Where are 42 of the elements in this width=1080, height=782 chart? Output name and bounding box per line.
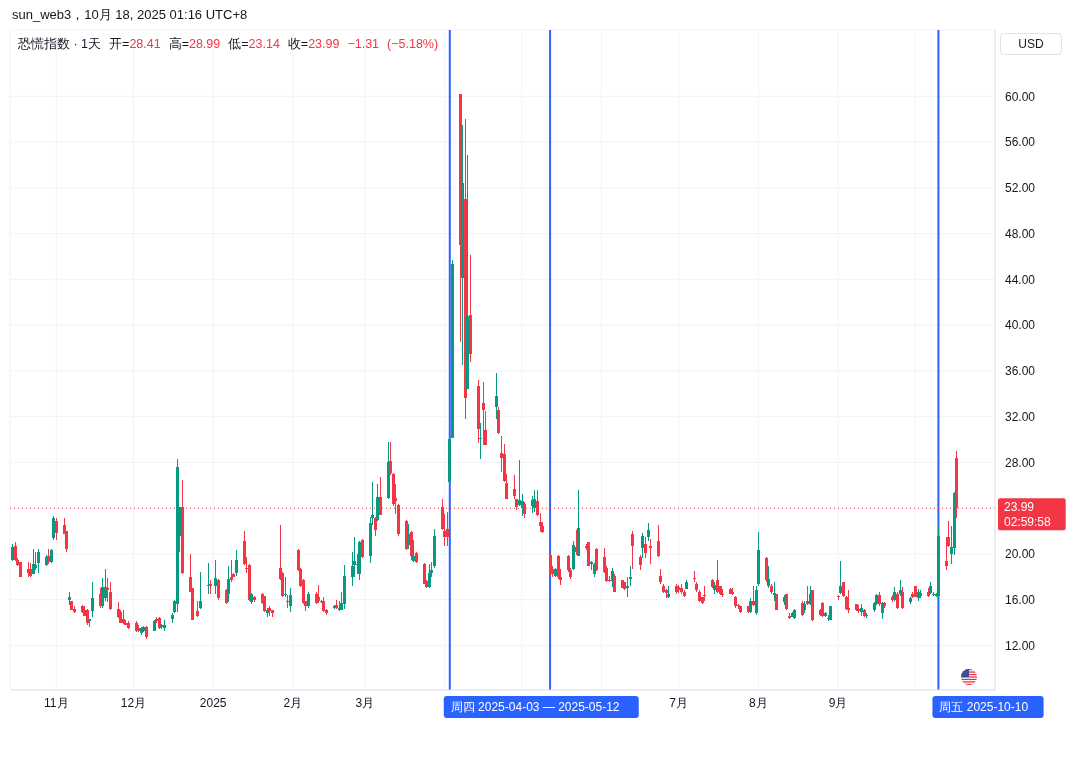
y-tick-label: 44.00: [1005, 272, 1036, 287]
candlestick: [644, 536, 647, 559]
candlestick: [91, 581, 94, 618]
y-axis-title: USD: [1018, 37, 1044, 51]
text: 恐慌指数 · 1天: [18, 37, 102, 51]
x-tick-label: 7月: [669, 695, 689, 710]
y-tick-label: 56.00: [1005, 135, 1036, 150]
candlestick: [37, 548, 40, 574]
ref-line-label: 周四 2025-04-03 — 2025-05-12: [450, 700, 620, 714]
y-tick-label: 12.00: [1005, 638, 1036, 653]
candlestick: [446, 511, 449, 547]
candlestick: [109, 581, 112, 611]
y-tick-label: 40.00: [1005, 318, 1036, 333]
x-tick-label: 2月: [283, 695, 303, 710]
candlestick: [657, 524, 660, 558]
text: sun_web3，10月 18, 2025 01:16 UTC+8: [12, 7, 248, 22]
candlestick: [199, 571, 202, 610]
y-tick-label: 36.00: [1005, 364, 1036, 379]
y-tick-label: 28.00: [1005, 455, 1036, 470]
x-tick-label: 12月: [120, 695, 147, 710]
x-tick-label: 2025: [199, 695, 227, 710]
y-tick-label: 48.00: [1005, 226, 1036, 241]
x-tick-label: 9月: [828, 695, 848, 710]
y-tick-label: 16.00: [1005, 592, 1036, 607]
ref-line-label: 23.99 02:59:58: [1004, 500, 1052, 530]
y-tick-label: 20.00: [1005, 547, 1036, 562]
candlestick: [289, 587, 292, 613]
candlestick: [52, 515, 55, 541]
candlestick: [55, 517, 58, 541]
candlestick: [755, 585, 758, 616]
text: 开=28.41 高=28.99 低=23.14 收=23.99 −1.31 (−5.18%): [109, 37, 439, 51]
candlestick: [693, 570, 696, 583]
candlestick: [361, 538, 364, 559]
candlestick: [217, 578, 220, 601]
x-tick-label: 3月: [355, 695, 375, 710]
candlestick: [214, 559, 217, 595]
y-tick-label: 52.00: [1005, 181, 1036, 196]
y-tick-label: 60.00: [1005, 89, 1036, 104]
ref-line-label: 周五 2025-10-10: [939, 700, 1029, 714]
x-tick-label: 11月: [44, 695, 69, 710]
y-tick-label: 32.00: [1005, 409, 1036, 424]
x-tick-label: 8月: [749, 695, 768, 710]
